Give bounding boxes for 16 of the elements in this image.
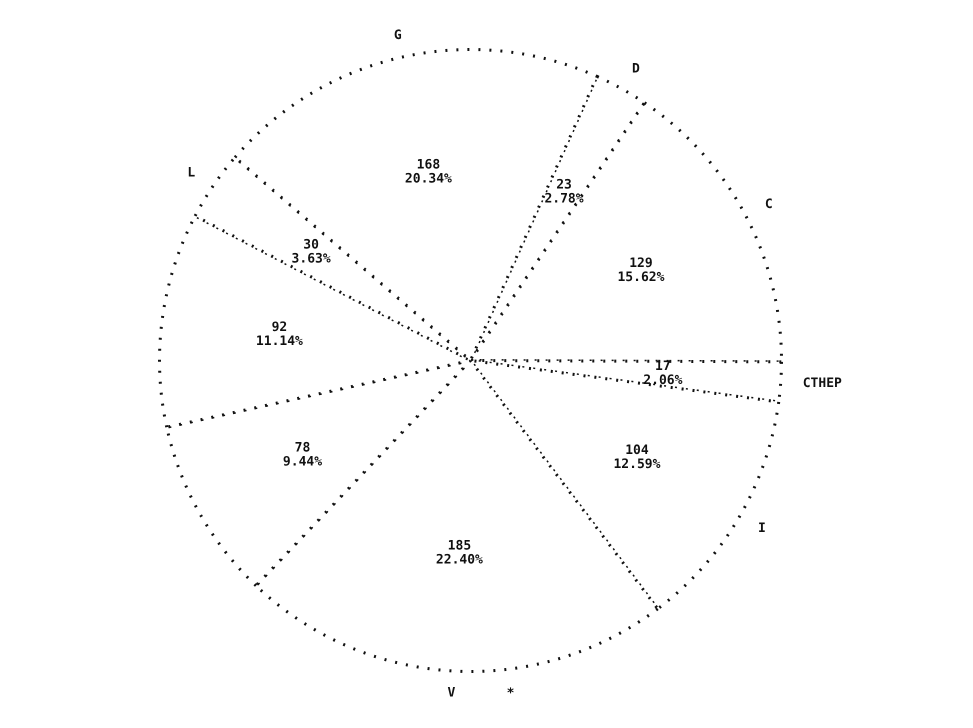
data-label: 129 15.62% xyxy=(617,256,665,285)
slice-label: L xyxy=(187,166,196,180)
data-label: 168 20.34% xyxy=(404,158,452,187)
slice-label: CTHEP xyxy=(802,376,842,391)
data-label: 92 11.14% xyxy=(256,320,304,350)
data-label: 104 12.59% xyxy=(613,443,661,472)
slice-label: I xyxy=(758,520,766,536)
data-label: 30 3.63% xyxy=(292,237,331,266)
slice-label: D xyxy=(632,62,640,77)
slice-label: G xyxy=(394,28,402,43)
slice-label: V xyxy=(447,685,456,700)
data-label: 23 2.78% xyxy=(544,177,584,206)
data-label: 185 22.40% xyxy=(436,538,484,568)
slice-label: C xyxy=(764,197,773,212)
text: * xyxy=(506,686,515,701)
data-label: 78 9.44% xyxy=(282,440,322,470)
